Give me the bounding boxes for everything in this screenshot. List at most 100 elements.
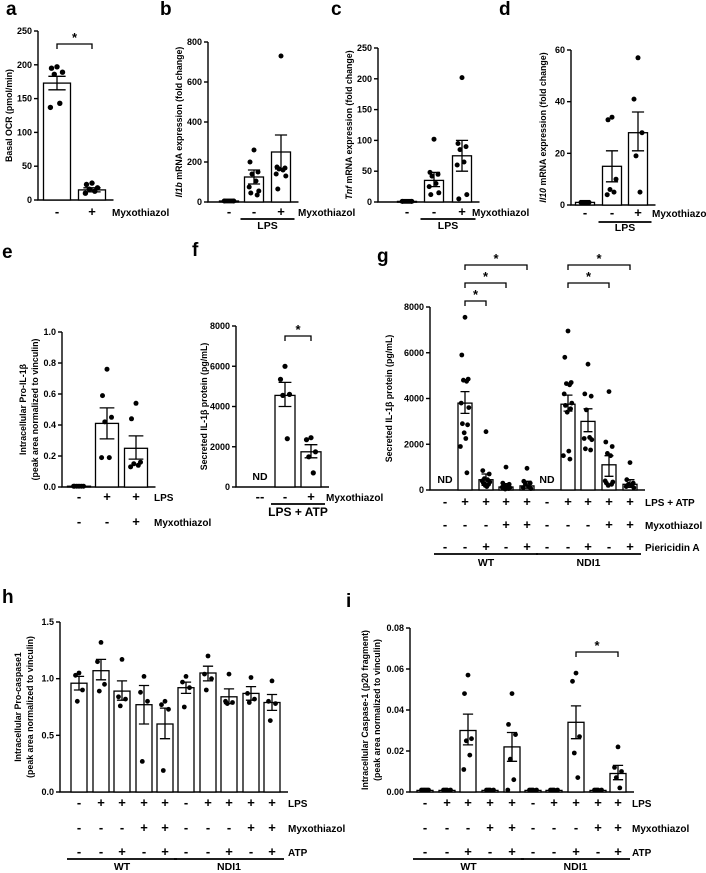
- data-point: [139, 759, 145, 764]
- condition-symbol: -: [443, 517, 447, 532]
- condition-symbol: +: [307, 489, 315, 504]
- data-point: [581, 436, 587, 441]
- data-point: [248, 190, 254, 196]
- condition-symbol: -: [184, 795, 188, 810]
- data-point: [459, 75, 465, 81]
- data-point: [74, 698, 80, 704]
- condition-row-label: LPS: [632, 799, 652, 810]
- condition-symbol: -: [184, 820, 188, 835]
- y-axis-title: Intracellular Caspase-1 (p20 fragment): [360, 630, 370, 790]
- data-point: [464, 378, 469, 384]
- data-point: [460, 421, 465, 427]
- condition-symbol: +: [461, 494, 469, 509]
- bar: [177, 687, 195, 793]
- data-point: [96, 688, 102, 694]
- condition-symbol: -: [574, 820, 578, 835]
- condition-symbol: +: [550, 795, 558, 810]
- y-tick-label: 0.6: [43, 389, 56, 399]
- data-point: [249, 171, 255, 177]
- condition-symbol: -: [596, 844, 600, 859]
- data-point: [611, 189, 617, 195]
- data-point: [82, 190, 89, 196]
- group-label: NDI1: [564, 861, 588, 873]
- panel-a-chart: 0 50 100 150 200 250 Basal OCR (pmol/min) - + Myx…: [4, 26, 169, 219]
- condition-symbol: +: [584, 539, 592, 554]
- y-tick-label: 2000: [210, 442, 230, 452]
- y-tick-label: 0: [27, 195, 32, 205]
- y-tick-label: 0: [367, 197, 372, 207]
- y-tick-label: 0.5: [41, 730, 54, 740]
- significance-bracket: [567, 282, 610, 288]
- condition-symbol: +: [140, 795, 148, 810]
- data-point: [89, 180, 95, 186]
- data-point: [308, 435, 314, 441]
- condition-symbol: -: [531, 795, 535, 810]
- data-point: [275, 186, 281, 192]
- condition-symbol: -: [105, 514, 109, 529]
- condition-symbol: -: [405, 204, 409, 219]
- data-point: [252, 696, 257, 702]
- condition-symbol: -: [445, 820, 449, 835]
- data-point: [99, 455, 105, 461]
- data-point: [485, 787, 491, 793]
- data-point: [615, 744, 621, 750]
- y-tick-label: 250: [17, 26, 32, 36]
- data-point: [507, 756, 513, 762]
- data-point: [247, 159, 253, 165]
- data-point: [463, 436, 469, 441]
- y-tick-label: 60: [555, 45, 565, 55]
- condition-symbol: +: [268, 844, 276, 859]
- data-point: [209, 676, 214, 682]
- condition-symbol: +: [626, 539, 634, 554]
- data-point: [461, 767, 467, 772]
- condition-symbol: -: [545, 539, 549, 554]
- data-point: [613, 176, 619, 182]
- data-point: [580, 199, 586, 205]
- data-point: [138, 689, 143, 695]
- data-point: [428, 192, 434, 198]
- data-point: [631, 96, 637, 102]
- condition-symbol: -: [488, 844, 492, 859]
- data-point: [246, 700, 252, 705]
- data-point: [562, 354, 568, 360]
- y-tick-label: 0.8: [43, 358, 56, 368]
- condition-symbol: +: [614, 820, 622, 835]
- y-axis-title: Basal OCR (pmol/min): [4, 69, 14, 162]
- data-point: [409, 198, 415, 204]
- bar: [92, 670, 110, 793]
- data-point: [230, 700, 235, 705]
- data-point: [310, 470, 316, 476]
- y-tick-label: 1.5: [41, 617, 54, 627]
- condition-symbol: -: [423, 844, 427, 859]
- data-point: [571, 750, 577, 756]
- data-point: [202, 671, 207, 677]
- bar: [274, 394, 296, 488]
- data-point: [160, 768, 166, 773]
- condition-symbol: -: [583, 205, 587, 220]
- y-axis-title: Secreted IL-1β protein (pg/mL): [384, 335, 394, 463]
- data-point: [565, 328, 571, 334]
- y-tick-label: 0.06: [386, 664, 404, 674]
- condition-symbol: +: [594, 820, 602, 835]
- group-label: NDI1: [577, 557, 601, 569]
- data-point: [461, 159, 467, 165]
- significance-asterisk: *: [473, 287, 479, 302]
- data-point: [246, 184, 252, 190]
- data-point: [483, 429, 489, 435]
- y-tick-label: 40: [555, 97, 565, 107]
- data-point: [469, 736, 474, 742]
- data-point: [524, 465, 530, 471]
- data-point: [569, 400, 575, 406]
- data-point: [509, 691, 515, 696]
- y-tick-label: 0.2: [43, 451, 56, 461]
- y-axis-title: Tnf mRNA expression (fold change): [344, 50, 354, 199]
- data-point: [570, 678, 575, 684]
- condition-symbol: +: [464, 795, 472, 810]
- data-point: [577, 734, 582, 739]
- condition-symbol: -: [283, 489, 287, 504]
- data-point: [399, 198, 405, 204]
- data-point: [459, 352, 465, 358]
